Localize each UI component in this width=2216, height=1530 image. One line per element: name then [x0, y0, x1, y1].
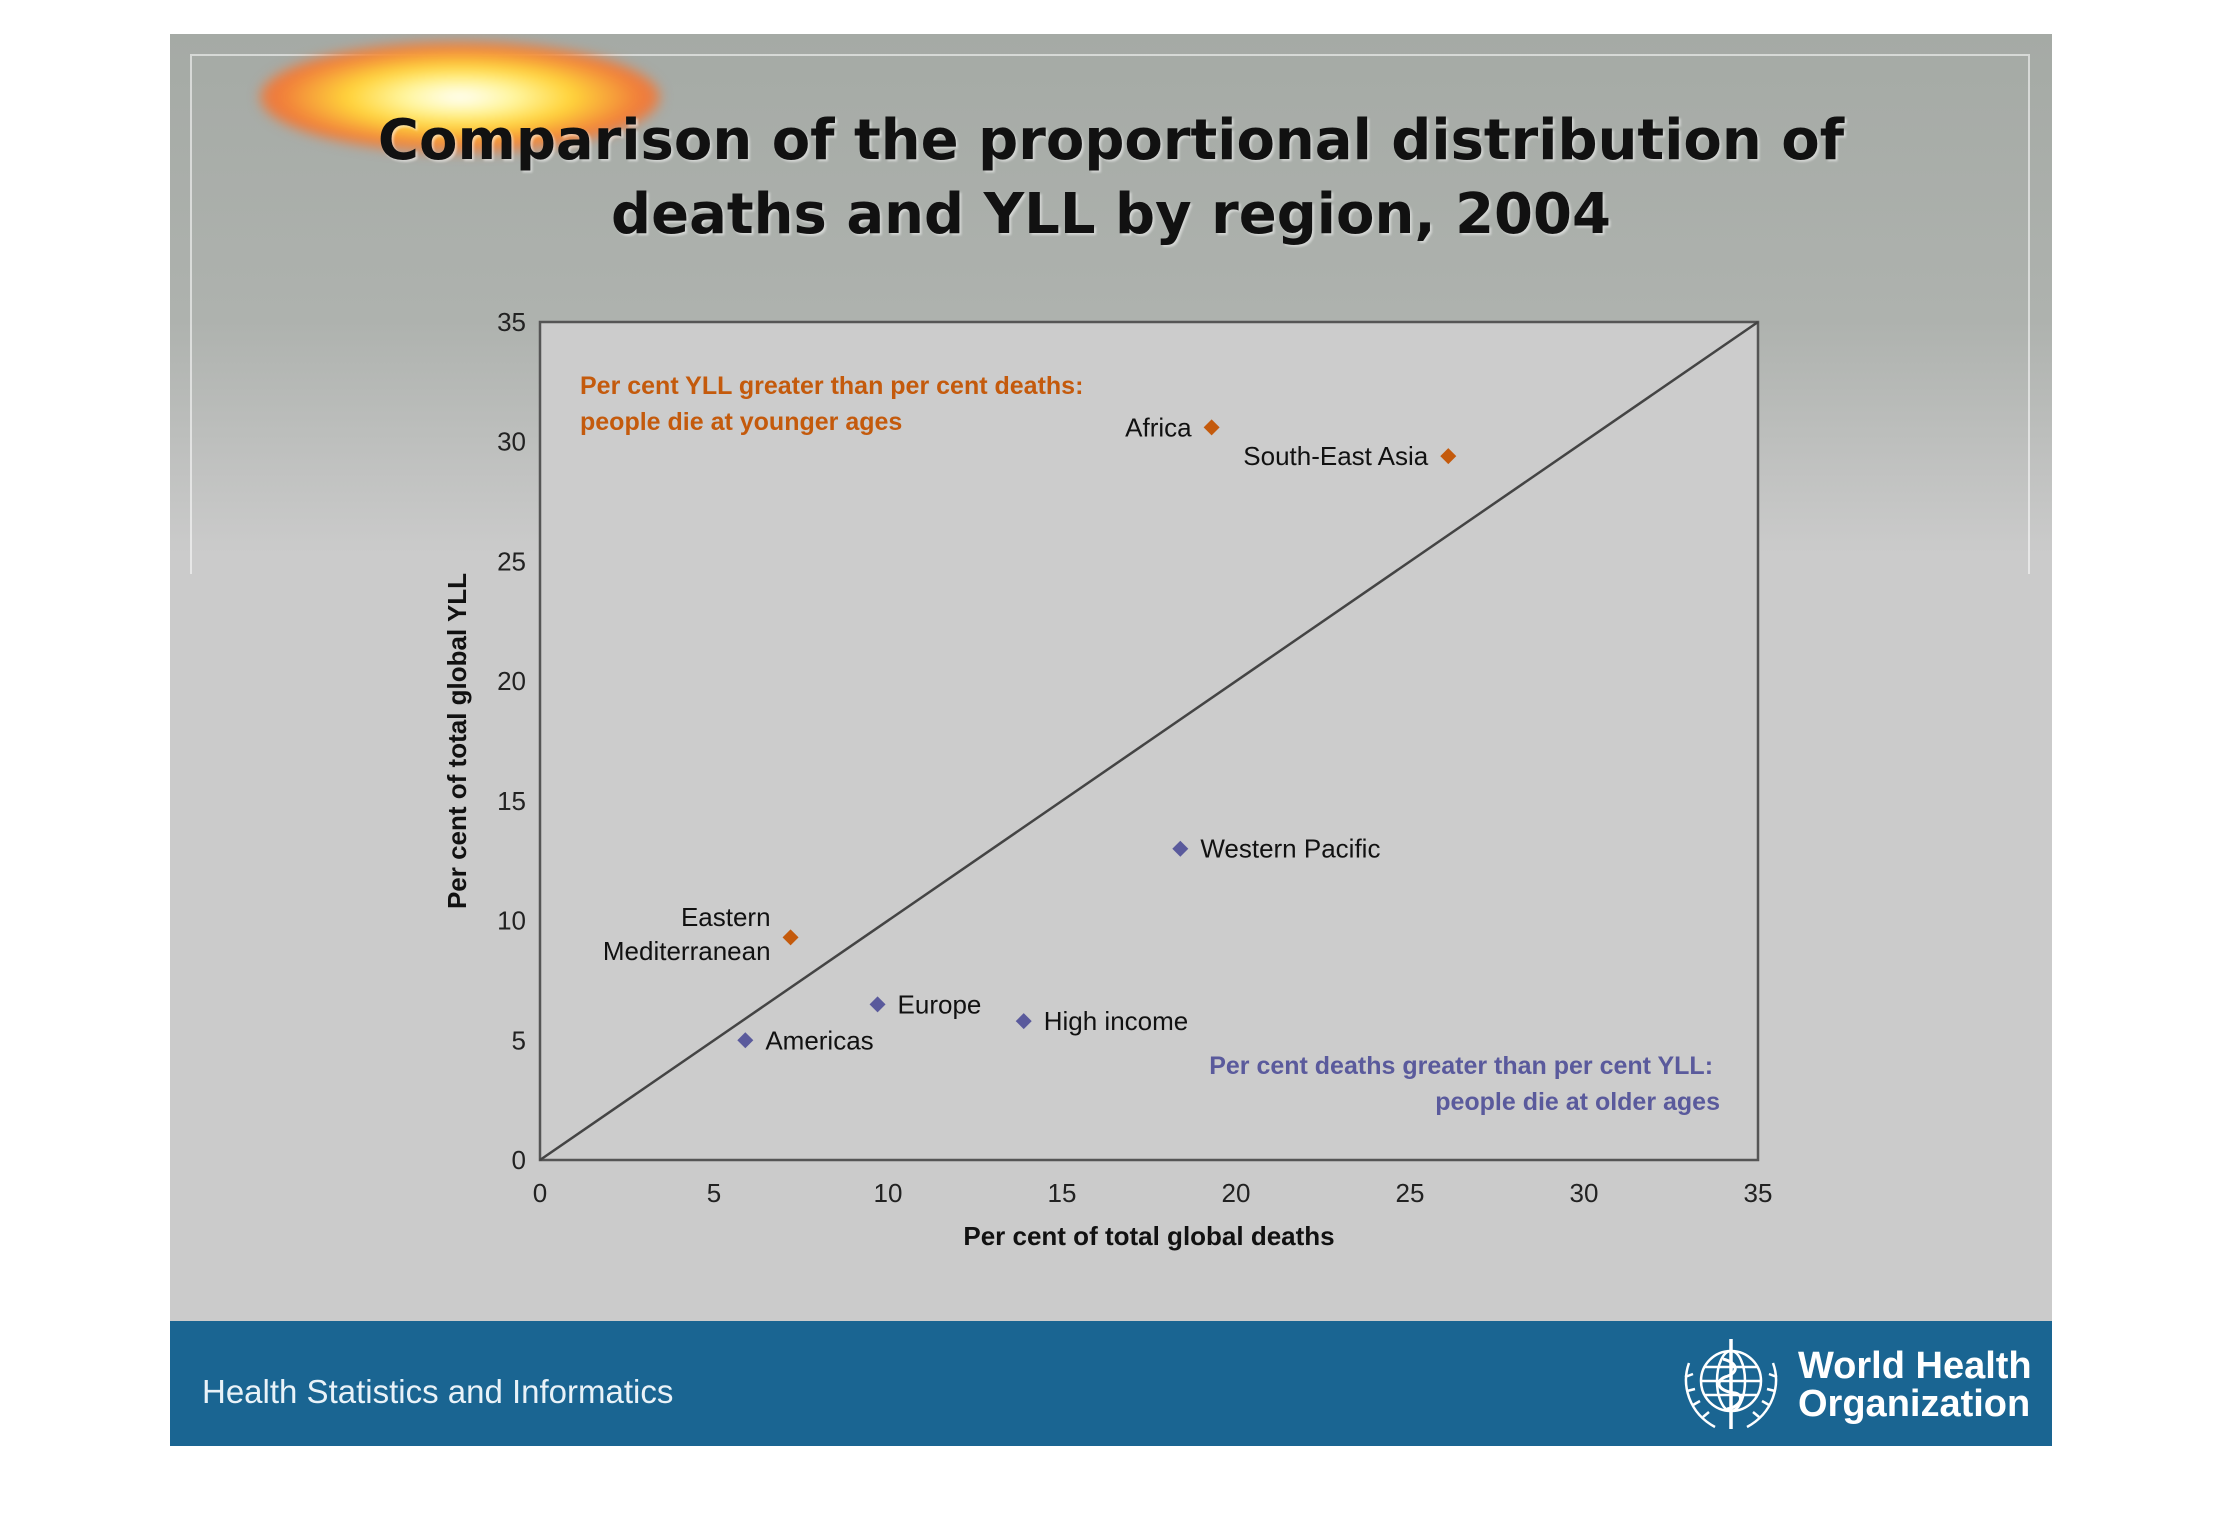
- data-point-marker: [737, 1032, 754, 1049]
- x-tick-label: 25: [1396, 1178, 1425, 1208]
- y-axis-ticks: 0 5 10 15 20 25 30 35: [497, 307, 526, 1175]
- data-point-label: Western Pacific: [1200, 834, 1380, 864]
- y-tick-label: 35: [497, 307, 526, 337]
- x-tick-label: 35: [1744, 1178, 1773, 1208]
- data-point-marker: [1440, 448, 1457, 465]
- data-point-marker: [869, 996, 886, 1013]
- data-point-marker: [1015, 1013, 1032, 1030]
- x-tick-label: 0: [533, 1178, 547, 1208]
- data-point-label-line: Mediterranean: [603, 936, 771, 966]
- decorative-glow: [260, 42, 660, 152]
- annotation-older-ages: Per cent deaths greater than per cent YL…: [1209, 1052, 1720, 1116]
- data-points: Africa South-East Asia Eastern Mediterranea…: [603, 412, 1457, 1055]
- y-tick-label: 25: [497, 546, 526, 576]
- annotation-line: people die at older ages: [1435, 1088, 1720, 1116]
- data-point-label: South-East Asia: [1243, 441, 1429, 471]
- data-point-label: Europe: [898, 989, 982, 1019]
- annotation-younger-ages: Per cent YLL greater than per cent death…: [580, 372, 1090, 436]
- x-tick-label: 5: [707, 1178, 721, 1208]
- footer-text: Health Statistics and Informatics: [202, 1373, 674, 1410]
- data-point-label-line: High income: [1044, 1006, 1189, 1036]
- x-tick-label: 20: [1222, 1178, 1251, 1208]
- who-logo-text-line: World Health: [1798, 1345, 2032, 1387]
- who-logo-text: World Health Organization: [1798, 1347, 2032, 1423]
- y-tick-label: 10: [497, 906, 526, 936]
- annotation-line: people die at younger ages: [580, 408, 902, 436]
- footer-bar: Health Statistics and Informatics World …: [170, 1321, 2052, 1446]
- x-axis-title: Per cent of total global deaths: [963, 1221, 1334, 1251]
- who-logo-text-line: Organization: [1798, 1383, 2031, 1425]
- data-point-label-line: Europe: [898, 989, 982, 1019]
- data-point-marker: [1172, 840, 1189, 857]
- data-point-label-line: Eastern: [681, 902, 771, 932]
- slide-title-line: deaths and YLL by region, 2004: [611, 182, 1611, 247]
- slide-title-line: Comparison of the proportional distribut…: [377, 108, 1845, 173]
- slide: Comparison of the proportional distribut…: [170, 34, 2052, 1446]
- y-tick-label: 20: [497, 666, 526, 696]
- annotation-line: Per cent deaths greater than per cent YL…: [1209, 1052, 1713, 1080]
- data-point-label-line: South-East Asia: [1243, 441, 1429, 471]
- data-point-label: Americas: [765, 1025, 873, 1055]
- data-point-label: Eastern Mediterranean: [603, 902, 771, 966]
- y-tick-label: 15: [497, 786, 526, 816]
- data-point-label: Africa: [1125, 412, 1192, 442]
- who-emblem-icon: [1684, 1339, 1778, 1429]
- slide-title: Comparison of the proportional distribut…: [170, 104, 2052, 252]
- x-tick-label: 15: [1048, 1178, 1077, 1208]
- x-axis-ticks: 0 5 10 15 20 25 30 35: [533, 1178, 1773, 1208]
- annotation-line: Per cent YLL greater than per cent death…: [580, 372, 1083, 400]
- y-tick-label: 0: [512, 1145, 526, 1175]
- y-axis-title: Per cent of total global YLL: [442, 573, 472, 909]
- y-tick-label: 30: [497, 427, 526, 457]
- data-point-label-line: Western Pacific: [1200, 834, 1380, 864]
- data-point-label-line: Africa: [1125, 412, 1192, 442]
- scatter-chart: 0 5 10 15 20 25 30 35 0 5 10 15 20 25 30 35 Per cent o…: [442, 307, 1773, 1251]
- data-point-label-line: Americas: [765, 1025, 873, 1055]
- y-tick-label: 5: [512, 1025, 526, 1055]
- x-tick-label: 10: [874, 1178, 903, 1208]
- x-tick-label: 30: [1570, 1178, 1599, 1208]
- equality-reference-line: [539, 320, 1759, 1162]
- header-frame: [190, 54, 2030, 574]
- data-point-label: High income: [1044, 1006, 1189, 1036]
- data-point-marker: [1203, 419, 1220, 436]
- data-point-marker: [782, 929, 799, 946]
